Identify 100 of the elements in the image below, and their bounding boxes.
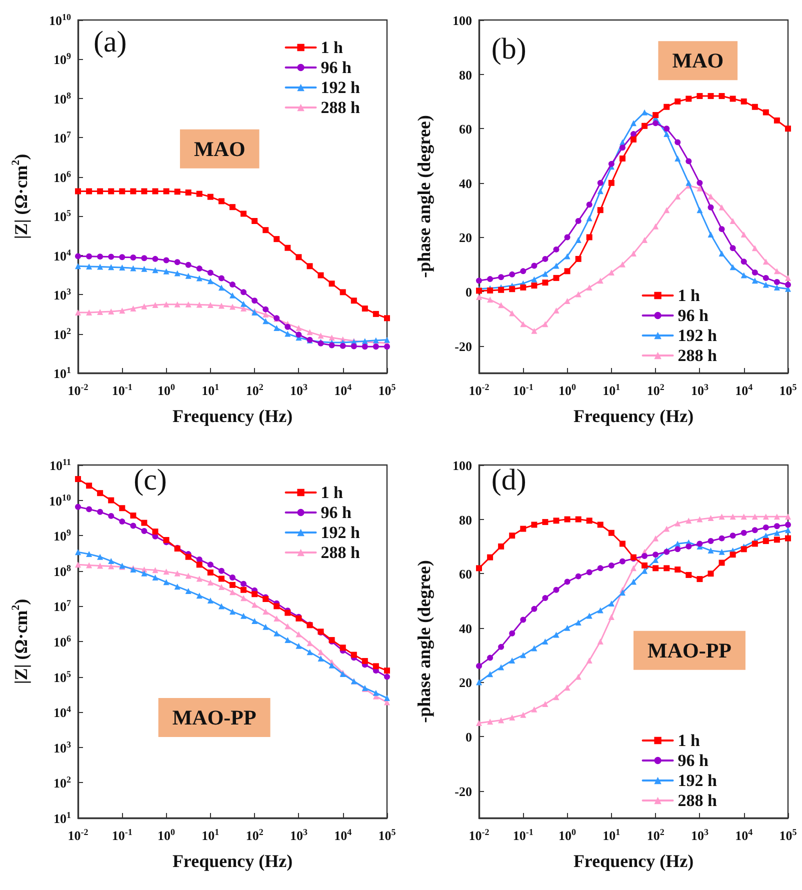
point: [384, 336, 390, 343]
point: [718, 560, 725, 566]
y-tick-label: 10$^{1}$: [54, 810, 72, 826]
point: [664, 565, 670, 572]
point: [152, 567, 158, 574]
point: [218, 275, 224, 282]
annotation: (b): [491, 32, 526, 66]
point: [141, 188, 148, 194]
point: [553, 246, 560, 252]
point: [86, 188, 92, 194]
point: [141, 520, 148, 526]
x-tick-label: 10$^{-2}$: [468, 382, 490, 398]
point: [686, 180, 692, 186]
y-tick-label: 20: [459, 230, 472, 246]
point: [586, 518, 592, 524]
point: [520, 321, 526, 328]
point: [119, 254, 126, 260]
y-tick-label: 10$^{8}$: [54, 90, 72, 106]
y-tick-label: 60: [459, 566, 472, 582]
point: [652, 557, 659, 564]
y-tick-label: 10$^{10}$: [49, 12, 72, 28]
point: [642, 552, 648, 559]
point: [630, 565, 636, 572]
point: [229, 282, 236, 288]
point: [318, 332, 324, 339]
point: [372, 344, 379, 350]
point: [686, 158, 692, 164]
point: [262, 608, 269, 615]
point: [696, 180, 703, 186]
point: [740, 514, 747, 520]
point: [163, 568, 170, 575]
point: [296, 332, 302, 338]
point: [262, 318, 269, 324]
y-tick-label: 40: [459, 176, 472, 191]
point: [674, 566, 681, 573]
point: [642, 568, 648, 574]
point: [163, 257, 170, 264]
y-tick-label: 10$^{3}$: [54, 286, 72, 303]
x-tick-label: 10$^{4}$: [735, 382, 754, 398]
point: [642, 562, 648, 568]
point: [328, 280, 335, 287]
point: [108, 497, 114, 504]
x-tick-label: 10$^{4}$: [735, 827, 754, 843]
point: [130, 522, 136, 529]
point: [152, 256, 158, 262]
point: [163, 188, 170, 194]
point: [240, 300, 247, 307]
point: [564, 684, 570, 691]
y-tick-label: 10$^{4}$: [54, 704, 72, 720]
point: [384, 344, 390, 350]
point: [619, 540, 626, 547]
y-tick-label: 10$^{4}$: [54, 247, 72, 264]
point: [328, 334, 335, 341]
point: [141, 528, 148, 534]
x-tick-label: 10$^{4}$: [334, 827, 352, 843]
point: [686, 543, 692, 550]
point: [708, 514, 714, 521]
point: [686, 518, 692, 524]
annotation: (c): [134, 464, 167, 496]
x-tick-label: 10$^{-1}$: [112, 827, 133, 843]
point: [284, 244, 291, 251]
point: [75, 253, 81, 260]
x-tick-label: 10$^{2}$: [646, 382, 665, 398]
x-tick-label: 10$^{-2}$: [68, 382, 89, 398]
point: [218, 284, 224, 291]
point: [564, 516, 570, 522]
point: [207, 278, 214, 284]
point: [119, 264, 126, 270]
point: [274, 603, 280, 610]
point: [730, 514, 736, 520]
point: [752, 270, 758, 276]
point: [542, 595, 548, 602]
point: [608, 160, 614, 167]
point: [531, 328, 538, 334]
point: [152, 267, 158, 274]
point: [619, 155, 626, 162]
y-tick-label: 80: [459, 512, 472, 528]
point: [542, 280, 548, 286]
annotation: (a): [93, 26, 127, 59]
point: [553, 274, 560, 281]
point: [75, 309, 81, 316]
point: [740, 232, 747, 238]
point: [340, 342, 346, 349]
legend-label: 192 h: [320, 78, 361, 97]
point: [384, 674, 390, 680]
point: [774, 514, 780, 520]
point: [564, 578, 570, 585]
y-tick-label: 10$^{7}$: [54, 598, 72, 614]
x-tick-label: 10$^{5}$: [779, 827, 798, 843]
point: [152, 188, 158, 194]
point: [520, 712, 526, 718]
point: [75, 263, 81, 270]
point: [553, 262, 560, 269]
point: [86, 562, 92, 568]
point: [520, 268, 526, 274]
y-tick-label: -20: [454, 784, 472, 799]
point: [597, 638, 604, 644]
point: [730, 532, 736, 539]
point: [476, 679, 482, 686]
point: [306, 329, 313, 336]
